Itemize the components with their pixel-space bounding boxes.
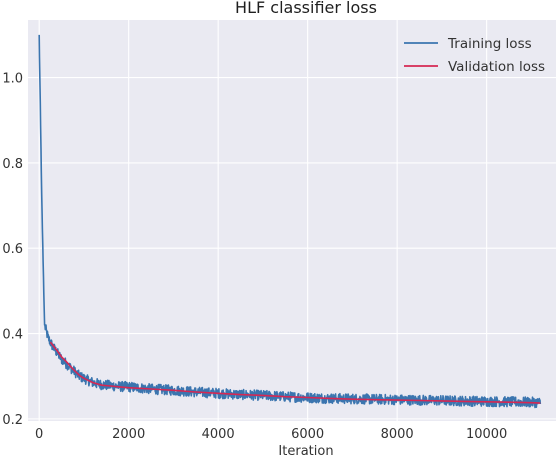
x-tick-labels: 0 2000 4000 6000 8000 10000 — [35, 427, 507, 442]
chart-title: HLF classifier loss — [235, 0, 377, 17]
x-tick-label: 2000 — [112, 427, 145, 442]
y-tick-labels: 0.2 0.4 0.6 0.8 1.0 — [2, 72, 23, 428]
plot-area — [28, 20, 556, 421]
legend-label: Validation loss — [448, 59, 545, 75]
x-axis-label: Iteration — [278, 444, 333, 456]
x-tick-label: 4000 — [202, 427, 235, 442]
y-tick-label: 0.4 — [2, 328, 23, 343]
x-tick-label: 0 — [35, 427, 43, 442]
x-tick-label: 6000 — [291, 427, 324, 442]
y-tick-label: 1.0 — [2, 72, 23, 87]
y-tick-label: 0.2 — [2, 413, 23, 428]
legend-label: Training loss — [447, 36, 532, 52]
x-tick-label: 10000 — [466, 427, 507, 442]
x-tick-label: 8000 — [381, 427, 414, 442]
y-tick-label: 0.6 — [2, 242, 23, 257]
y-tick-label: 0.8 — [2, 157, 23, 172]
